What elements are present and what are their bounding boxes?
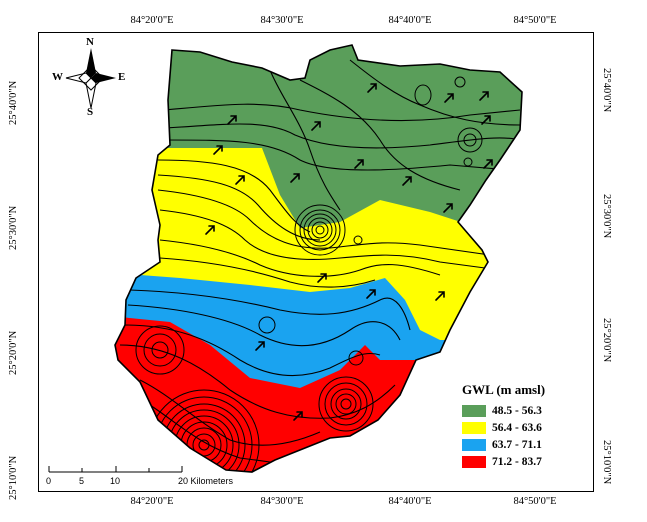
scale-label-5: 5 (79, 476, 85, 486)
scale-bar-graphic (48, 466, 183, 473)
legend-item: 71.2 - 83.7 (462, 453, 582, 470)
legend-swatch-2 (462, 421, 486, 434)
scale-label-10: 10 (110, 476, 121, 486)
compass-west: W (52, 71, 63, 83)
top-tick-2: 84°30'0"E (260, 15, 304, 26)
compass-rose-icon (65, 48, 116, 109)
legend: GWL (m amsl) 48.5 - 56.3 56.4 - 63.6 63.… (462, 382, 582, 470)
top-tick-4: 84°50'0"E (513, 15, 557, 26)
flow-arrows (205, 83, 493, 421)
legend-item: 56.4 - 63.6 (462, 419, 582, 436)
legend-label-1: 48.5 - 56.3 (492, 404, 542, 417)
top-tick-1: 84°20'0"E (130, 15, 174, 26)
scale-label-0: 0 (46, 476, 52, 486)
legend-swatch-4 (462, 455, 486, 468)
study-area-boundary (114, 44, 523, 473)
legend-label-3: 63.7 - 71.1 (492, 438, 542, 451)
bottom-tick-4: 84°50'0"E (513, 496, 557, 507)
legend-item: 63.7 - 71.1 (462, 436, 582, 453)
bottom-tick-1: 84°20'0"E (130, 496, 174, 507)
legend-swatch-1 (462, 404, 486, 417)
compass-east: E (118, 71, 126, 83)
legend-item: 48.5 - 56.3 (462, 402, 582, 419)
north-arrow: N S E W (46, 36, 136, 118)
bottom-tick-3: 84°40'0"E (388, 496, 432, 507)
legend-title: GWL (m amsl) (462, 382, 546, 397)
legend-label-4: 71.2 - 83.7 (492, 455, 542, 468)
bottom-tick-2: 84°30'0"E (260, 496, 304, 507)
scale-label-20: 20 Kilometers (178, 476, 234, 486)
top-tick-3: 84°40'0"E (388, 15, 432, 26)
legend-swatch-3 (462, 438, 486, 451)
compass-south: S (87, 106, 94, 118)
contour-lines (119, 59, 521, 463)
legend-label-2: 56.4 - 63.6 (492, 421, 542, 434)
scale-bar: 0 5 10 20 Kilometers (46, 462, 246, 492)
compass-north: N (86, 36, 94, 48)
